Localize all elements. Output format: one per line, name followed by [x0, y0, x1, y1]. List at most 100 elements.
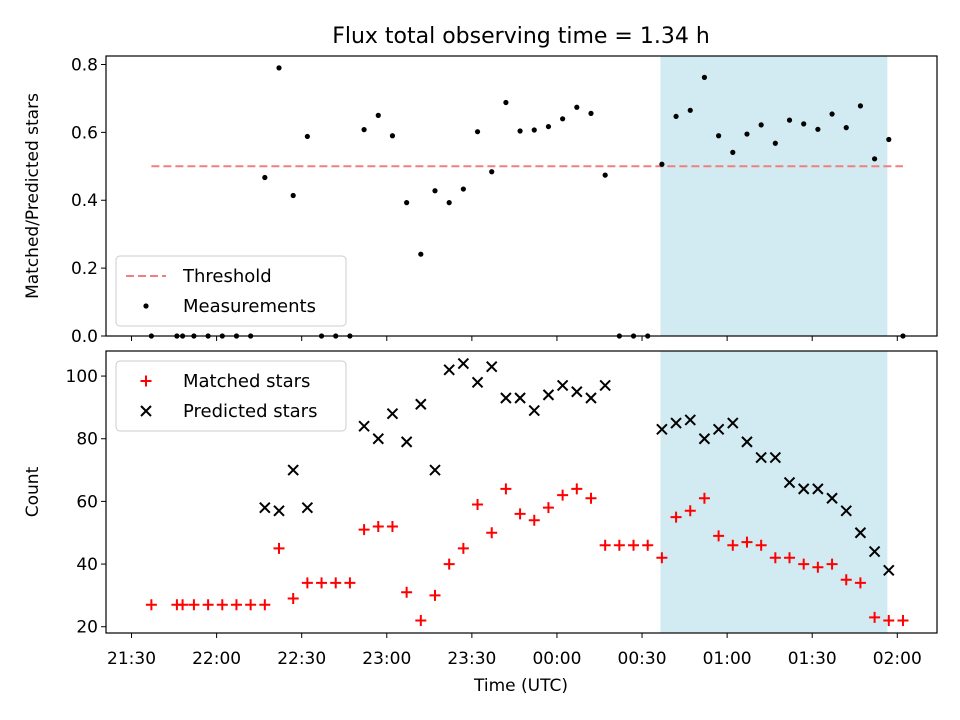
matched-stars-point	[202, 599, 214, 611]
count-y-ticks: 20 40 60 80 100	[66, 367, 106, 638]
y-tick-label: 0.0	[71, 327, 98, 347]
measurement-point	[687, 107, 693, 113]
predicted-stars-point	[429, 464, 441, 476]
matched-stars-point	[713, 530, 725, 542]
measurement-point	[489, 169, 495, 175]
measurement-point	[474, 129, 481, 135]
matched-stars-point	[656, 552, 668, 564]
matched-stars-point	[642, 539, 654, 551]
matched-stars-point	[698, 492, 710, 504]
predicted-stars-point	[712, 423, 725, 436]
measurement-point	[418, 251, 424, 257]
predicted-stars-point	[571, 386, 583, 398]
predicted-stars-point	[840, 505, 852, 517]
matched-stars-point	[358, 524, 370, 536]
ratio-panel: 0.00.20.40.60.8 Matched/Predicted stars …	[23, 55, 938, 347]
predicted-stars-point	[670, 417, 682, 429]
predicted-stars-point	[542, 389, 555, 401]
measurement-point	[588, 110, 594, 116]
x-tick-label: 22:30	[277, 649, 326, 669]
x-tick-label: 22:00	[192, 649, 241, 669]
matched-stars-point	[415, 614, 427, 626]
y-tick-label: 60	[76, 492, 98, 512]
observing-window-highlight	[660, 351, 888, 633]
count-panel: 20 40 60 80 100 21:30 22:00 22:30 23:00 23:30 00:…	[23, 350, 938, 669]
ratio-legend: Threshold Measurements	[115, 255, 347, 327]
measurement-point	[446, 200, 452, 206]
matched-stars-point	[755, 539, 767, 551]
matched-stars-point	[230, 599, 242, 611]
predicted-stars-point	[358, 420, 370, 432]
measurement-point	[886, 136, 892, 143]
ratio-axes-frame	[105, 55, 938, 337]
measurement-point	[517, 128, 523, 134]
y-tick-label: 100	[66, 367, 98, 387]
count-y-axis-label: Count	[23, 466, 43, 517]
count-x-ticks: 21:30 22:00 22:30 23:00 23:30 00:00 00:30 01:00…	[107, 633, 922, 669]
measurement-point	[602, 172, 608, 178]
predicted-stars-point	[741, 436, 753, 448]
matched-stars-point	[840, 574, 852, 586]
matched-stars-point	[528, 514, 540, 526]
predicted-stars-point	[514, 392, 526, 404]
predicted-stars-point	[386, 407, 399, 420]
matched-stars-point	[344, 577, 356, 589]
legend-label: Matched stars	[183, 371, 310, 392]
predicted-stars-point	[259, 501, 271, 514]
legend-marker-swatch	[140, 375, 152, 387]
legend-label: Measurements	[183, 296, 316, 317]
y-tick-label: 0.6	[71, 123, 98, 143]
matched-stars-point	[670, 511, 682, 523]
measurement-point	[460, 186, 466, 192]
x-tick-label: 23:00	[362, 649, 411, 669]
measurement-point	[404, 200, 410, 206]
count-marks	[145, 357, 909, 626]
predicted-stars-point	[471, 376, 484, 389]
matched-stars-point	[784, 552, 796, 564]
legend-marker-swatch	[143, 303, 149, 309]
x-tick-label: 02:00	[873, 649, 922, 669]
count-axes-frame	[105, 350, 938, 634]
measurement-point	[772, 140, 778, 146]
matched-stars-point	[684, 505, 696, 517]
predicted-stars-point	[556, 379, 569, 392]
matched-stars-point	[429, 589, 441, 601]
measurement-point	[375, 112, 381, 118]
predicted-stars-point	[783, 476, 796, 489]
measurement-point	[290, 192, 296, 199]
predicted-stars-point	[415, 398, 427, 410]
x-tick-label: 01:00	[703, 649, 752, 669]
matched-stars-point	[273, 542, 285, 554]
measurement-point	[758, 122, 764, 128]
matched-stars-point	[372, 520, 384, 532]
predicted-stars-point	[684, 414, 696, 426]
measurement-point	[531, 127, 537, 133]
legend-frame	[115, 360, 347, 432]
measurement-point	[744, 131, 750, 137]
matched-stars-point	[571, 483, 583, 495]
legend-label: Threshold	[182, 266, 272, 287]
measurement-point	[659, 161, 665, 167]
ratio-x-ticks	[131, 336, 898, 341]
matched-stars-point	[500, 483, 512, 495]
measurement-point	[829, 111, 835, 117]
matched-stars-point	[514, 508, 526, 520]
matched-stars-point	[854, 577, 866, 589]
measurement-point	[503, 99, 509, 106]
measurement-point	[432, 188, 438, 194]
x-axis-label: Time (UTC)	[473, 676, 568, 696]
count-legend: Matched stars Predicted stars	[115, 360, 347, 432]
predicted-stars-point	[797, 483, 810, 495]
predicted-stars-point	[656, 423, 668, 436]
matched-stars-point	[613, 539, 625, 551]
predicted-stars-point	[273, 505, 285, 517]
matched-stars-point	[542, 502, 554, 514]
predicted-stars-point	[727, 417, 739, 429]
matched-stars-point	[401, 586, 413, 598]
y-tick-label: 20	[76, 618, 98, 638]
legend-label: Predicted stars	[183, 401, 317, 422]
matched-stars-point	[798, 558, 810, 570]
measurement-point	[304, 133, 310, 140]
chart-title: Flux total observing time = 1.34 h	[332, 24, 710, 49]
